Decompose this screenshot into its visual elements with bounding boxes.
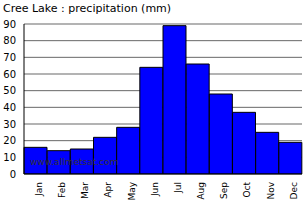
svg-text:Nov: Nov [266, 181, 276, 199]
svg-text:60: 60 [8, 69, 16, 80]
svg-text:Apr: Apr [103, 182, 113, 198]
html-text:www.allmetsat.com: www.allmetsat.com [30, 157, 119, 167]
svg-text:Mar: Mar [80, 182, 90, 199]
svg-text:Dec: Dec [289, 182, 298, 199]
svg-text:Oct: Oct [242, 182, 252, 198]
svg-text:May: May [127, 181, 137, 200]
svg-text:Feb: Feb [57, 182, 67, 198]
svg-text:10: 10 [8, 152, 16, 163]
svg-text:Sep: Sep [219, 182, 229, 199]
svg-text:Jun: Jun [150, 182, 160, 197]
svg-text:Jan: Jan [34, 182, 44, 197]
svg-text:50: 50 [8, 85, 16, 96]
svg-text:90: 90 [8, 19, 16, 30]
svg-text:Jul: Jul [173, 182, 183, 194]
svg-text:40: 40 [8, 102, 16, 113]
svg-text:20: 20 [8, 135, 16, 146]
svg-text:80: 80 [8, 35, 16, 46]
svg-text:70: 70 [8, 52, 16, 63]
svg-text:30: 30 [8, 119, 16, 130]
svg-text:Aug: Aug [196, 182, 206, 200]
html-text:Cree Lake : precipitation (mm): Cree Lake : precipitation (mm) [3, 2, 172, 15]
svg-text:0: 0 [10, 169, 16, 180]
